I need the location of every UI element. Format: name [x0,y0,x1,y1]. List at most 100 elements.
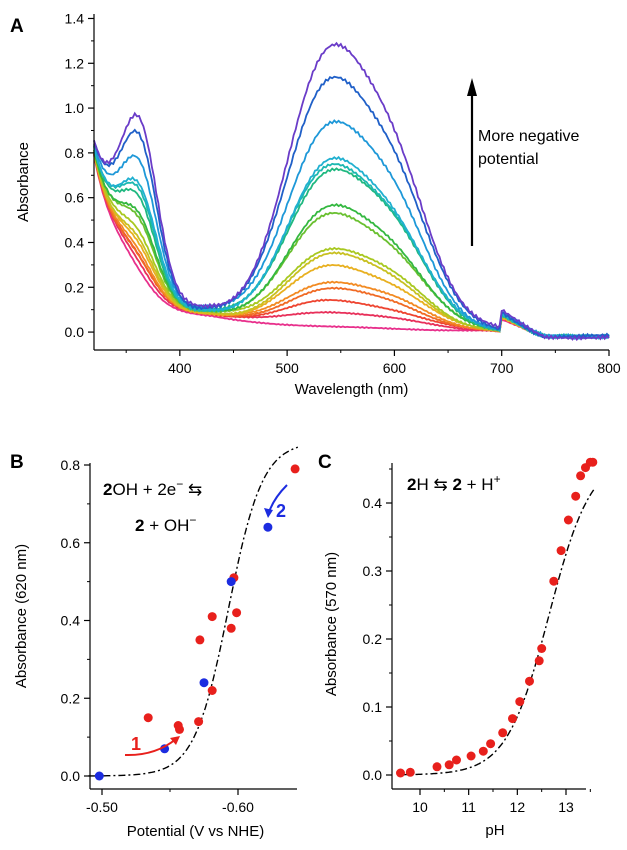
panel-b-point-series-1 [226,623,236,633]
panel-c-equation: 2H ⇆ 2 + H+ [407,472,501,494]
panel-a-spectrum-line [93,152,610,340]
panel-c-xtick-label: 12 [510,799,526,815]
panel-b-sweep-2-arrowhead [264,508,273,518]
panel-c-eq-compound-1: 2 [407,475,416,494]
panel-c-points [396,457,598,778]
panel-b-fit-line [88,446,299,777]
panel-c-fit-line [400,487,596,776]
panel-c-point [396,768,405,778]
panel-c-point [405,767,415,777]
panel-c-point [486,739,496,749]
panel-b-point-series-2 [160,744,170,754]
panel-b-ytick-label: 0.0 [61,768,81,784]
panel-b-eq1-sup: − [176,477,183,491]
panel-a-ytick-label: 1.0 [65,100,85,116]
panel-b-ytick-label: 0.2 [61,690,81,706]
panel-b-eq1-compound: 2 [103,480,112,499]
panel-a-spectrum-line [93,145,610,339]
panel-b-eq2-sup: − [189,513,196,527]
panel-b-point-series-1 [195,635,205,645]
panel-c-point [515,697,525,707]
panel-a-xtick-label: 500 [275,360,299,376]
panel-b-point-series-2 [263,522,273,532]
panel-c-eq-sup: + [494,472,501,486]
panel-b-equation-line1: 2OH + 2e− ⇆ [103,477,202,499]
panel-c-point [556,546,566,556]
panel-a-annotation-line2: potential [478,151,539,168]
panel-c-point [549,576,559,586]
panel-a-ytick-label: 0.4 [65,234,85,250]
panel-b-point-series-2 [226,577,236,587]
panel-a-spectrum-line [93,149,610,340]
panel-c-point [498,728,508,738]
panel-c-ytick-label: 0.3 [363,563,383,579]
panel-b-point-series-1 [290,464,300,474]
panel-b-point-series-1 [175,724,184,734]
panel-a-spectrum-line [93,151,610,338]
panel-a-xtick-label: 400 [168,360,192,376]
panel-a-spectrum-line [93,41,610,342]
panel-b-ytick-label: 0.4 [61,613,81,629]
panel-c-point [466,751,476,761]
panel-b-point-series-2 [94,771,104,781]
panel-c-ytick-label: 0.2 [363,631,383,647]
panel-c-point [444,760,454,770]
panel-a-xtick-label: 700 [490,360,514,376]
panel-a-ytick-label: 0.0 [65,324,85,340]
panel-c-letter: C [318,452,332,473]
panel-b-point-series-1 [143,713,153,723]
panel-c-point [534,656,544,666]
panel-a-spectra [93,41,610,342]
panel-c-chart: C 0.0 0.1 0.2 0.3 0.4 10 11 12 13 Absorbance (57… [318,452,598,839]
panel-b-sweep-1-arrowhead [170,736,180,745]
panel-b-ylabel: Absorbance (620 nm) [13,544,30,688]
panel-b-eq2-text: + OH [144,516,189,535]
panel-c-axes: 0.0 0.1 0.2 0.3 0.4 10 11 12 13 [363,463,591,815]
panel-a-arrowhead [467,78,477,96]
panel-b-xtick-label: -0.50 [86,799,118,815]
panel-b-sweep-1: 1 [124,734,180,757]
panel-c-point [588,457,598,467]
panel-a-spectrum-line [93,151,610,339]
panel-a-ylabel: Absorbance [15,142,32,222]
panel-b-ytick-label: 0.6 [61,535,81,551]
panel-c-ytick-label: 0.1 [363,699,383,715]
panel-b-ytick-label: 0.8 [61,457,81,473]
panel-b-point-series-2 [199,678,209,688]
panel-a-ytick-label: 0.8 [65,145,85,161]
panel-c-point [571,491,581,501]
panel-c-point [478,746,488,756]
panel-c-point [452,755,461,765]
panel-a-ytick-label: 0.6 [65,190,85,206]
panel-c-ytick-label: 0.0 [363,767,383,783]
panel-c-xtick-label: 10 [412,799,428,815]
panel-c-point [563,515,573,525]
panel-a-ytick-label: 1.2 [65,55,85,71]
panel-c-point [537,644,547,653]
panel-a-spectrum-line [93,153,610,339]
panel-a-letter: A [10,16,24,37]
panel-b-eq2-compound: 2 [135,516,144,535]
panel-b-xlabel: Potential (V vs NHE) [127,823,265,840]
panel-a-arrow-annotation: More negative potential [467,78,579,246]
panel-a-xtick-label: 600 [383,360,407,376]
panel-b-point-series-1 [194,717,204,727]
panel-b-point-series-1 [232,608,242,618]
panel-a-ytick-label: 0.2 [65,279,85,295]
panel-a-ytick-label: 1.4 [65,10,85,26]
panel-b-equation-line2: 2 + OH− [135,513,196,535]
panel-b-point-series-1 [207,612,217,622]
panel-b-sweep-1-label: 1 [131,734,141,754]
panel-b-eq1-text: OH + 2e [112,480,176,499]
panel-a-annotation-line1: More negative [478,128,579,145]
panel-b-point-series-1 [207,686,217,695]
panel-a-spectrum-line [93,146,610,340]
panel-c-fit-curve [400,487,596,776]
panel-b-sweep-2-label: 2 [276,501,286,521]
panel-c-xlabel: pH [485,822,504,839]
panel-c-xtick-label: 13 [558,799,574,815]
panel-c-xtick-label: 11 [461,799,476,815]
panel-c-point [432,762,442,772]
panel-a-spectrum-line [93,155,610,339]
panel-b-axes: 0.0 0.2 0.4 0.6 0.8 -0.50 -0.60 [61,457,297,815]
